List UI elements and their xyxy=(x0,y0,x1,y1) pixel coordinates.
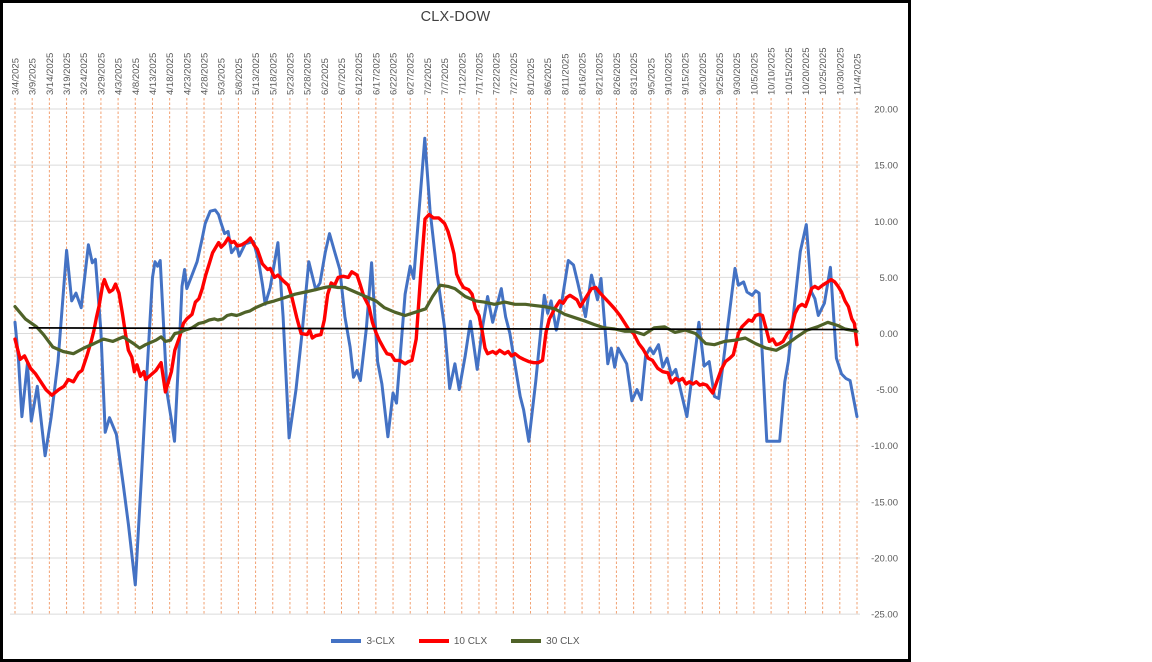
x-axis-label: 10/20/2025 xyxy=(801,47,812,95)
y-axis-label: 5.00 xyxy=(880,273,899,284)
x-axis-label: 3/29/2025 xyxy=(96,53,107,95)
x-axis-label: 3/4/2025 xyxy=(11,58,22,95)
x-axis-label: 5/3/2025 xyxy=(217,58,228,95)
x-axis-label: 8/1/2025 xyxy=(526,58,537,95)
x-axis-label: 4/18/2025 xyxy=(165,53,176,95)
x-axis-label: 6/27/2025 xyxy=(406,53,417,95)
x-axis-label: 8/16/2025 xyxy=(578,53,589,95)
x-axis-label: 8/11/2025 xyxy=(560,53,571,95)
x-axis-label: 8/21/2025 xyxy=(595,53,606,95)
x-axis-label: 8/6/2025 xyxy=(543,58,554,95)
series-line-3-clx[interactable] xyxy=(13,136,859,587)
x-axis-label: 4/8/2025 xyxy=(131,58,142,95)
x-axis-label: 6/12/2025 xyxy=(354,53,365,95)
x-axis-label: 7/27/2025 xyxy=(509,53,520,95)
x-axis-label: 9/20/2025 xyxy=(698,53,709,95)
y-axis-label: 20.00 xyxy=(874,105,898,116)
x-axis-label: 7/22/2025 xyxy=(492,53,503,95)
x-axis-label: 10/5/2025 xyxy=(749,53,760,95)
x-axis-label: 10/30/2025 xyxy=(835,47,846,95)
legend-label: 3-CLX xyxy=(366,635,395,647)
y-axis-label: 15.00 xyxy=(874,161,898,172)
chart-object[interactable]: CLX-DOW 3/4/2025 3/9/2025 3/14/2025 3/19/20… xyxy=(0,0,911,662)
x-axis-label: 6/22/2025 xyxy=(389,53,400,95)
x-axis-label: 7/7/2025 xyxy=(440,58,451,95)
x-axis-label: 3/24/2025 xyxy=(79,53,90,95)
plot-area: 3/4/2025 3/9/2025 3/14/2025 3/19/2025 3/24/2… xyxy=(10,47,899,621)
x-axis-label: 7/2/2025 xyxy=(423,58,434,95)
y-axis-label: 10.00 xyxy=(874,217,898,228)
x-axis-label: 3/14/2025 xyxy=(45,53,56,95)
y-axis-label: 0.00 xyxy=(880,329,899,340)
x-axis-label: 4/23/2025 xyxy=(182,53,193,95)
x-axis-label: 7/17/2025 xyxy=(474,53,485,95)
x-axis-label: 4/28/2025 xyxy=(200,53,211,95)
x-axis-label: 9/30/2025 xyxy=(732,53,743,95)
x-axis-label: 4/13/2025 xyxy=(148,53,159,95)
legend-item-30-clx[interactable]: 30 CLX xyxy=(511,635,580,647)
legend-line-swatch xyxy=(418,639,449,643)
y-axis-label: -10.00 xyxy=(871,441,898,452)
x-axis-label: 9/25/2025 xyxy=(715,53,726,95)
x-axis-label: 5/13/2025 xyxy=(251,53,262,95)
legend-label: 10 CLX xyxy=(453,635,488,647)
legend-line-swatch xyxy=(511,639,542,643)
x-axis-label: 5/23/2025 xyxy=(285,53,296,95)
x-axis-label: 5/8/2025 xyxy=(234,58,245,95)
legend-item-10-clx[interactable]: 10 CLX xyxy=(418,635,488,647)
x-axis-label: 10/10/2025 xyxy=(767,47,778,95)
chart-title[interactable]: CLX-DOW xyxy=(420,9,491,25)
legend-line-swatch xyxy=(331,639,362,643)
x-axis-label: 6/17/2025 xyxy=(371,53,382,95)
x-axis-label: 9/5/2025 xyxy=(646,58,657,95)
y-axis-label: -15.00 xyxy=(871,497,898,508)
x-axis-label: 3/9/2025 xyxy=(28,58,39,95)
series-line-10-clx[interactable] xyxy=(13,212,859,397)
x-axis-label: 10/15/2025 xyxy=(784,47,795,95)
series-line-30-clx[interactable] xyxy=(13,283,859,356)
legend-item-3-clx[interactable]: 3-CLX xyxy=(331,635,395,647)
y-axis-label: -25.00 xyxy=(871,610,898,621)
x-axis-label: 4/3/2025 xyxy=(114,58,125,95)
y-axis-label: -20.00 xyxy=(871,553,898,564)
y-axis-label: -5.00 xyxy=(876,385,898,396)
x-axis-label: 10/25/2025 xyxy=(818,47,829,95)
x-axis-label: 11/4/2025 xyxy=(853,53,864,95)
x-axis-label: 6/2/2025 xyxy=(320,58,331,95)
x-axis-label: 5/28/2025 xyxy=(303,53,314,95)
x-axis-label: 9/15/2025 xyxy=(681,53,692,95)
legend-label: 30 CLX xyxy=(546,635,580,647)
x-axis-label: 3/19/2025 xyxy=(62,53,73,95)
x-axis-label: 7/12/2025 xyxy=(457,53,468,95)
x-axis-label: 5/18/2025 xyxy=(268,53,279,95)
x-axis-label: 9/10/2025 xyxy=(663,53,674,95)
x-axis-label: 8/31/2025 xyxy=(629,53,640,95)
legend: 3-CLX 10 CLX 30 CLX xyxy=(0,631,911,651)
x-axis-label: 8/26/2025 xyxy=(612,53,623,95)
trendline[interactable] xyxy=(28,327,858,331)
x-axis-label: 6/7/2025 xyxy=(337,58,348,95)
